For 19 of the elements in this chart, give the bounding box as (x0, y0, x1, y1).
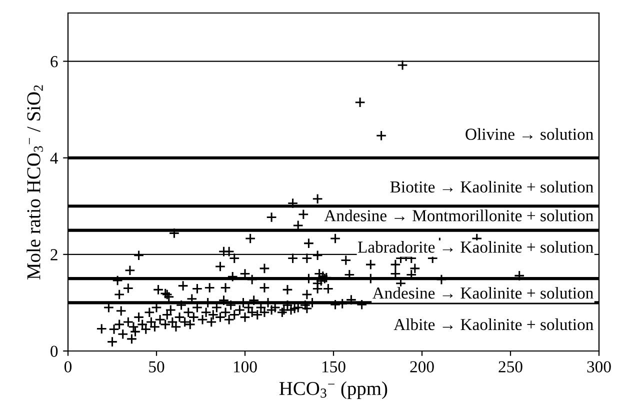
y-tick-label: 0 (50, 346, 58, 357)
annotation: Olivine → solution (466, 128, 594, 140)
annotation: Labradorite → Kaolinite + solution (358, 241, 594, 253)
x-tick-label: 100 (234, 361, 257, 372)
y-tick-label: 2 (50, 249, 58, 260)
x-tick-label: 200 (410, 361, 434, 372)
annotation: Biotite → Kaolinite + solution (390, 180, 594, 193)
x-tick-label: 50 (149, 361, 164, 372)
x-tick-label: 250 (498, 361, 522, 372)
x-tick-label: 150 (322, 361, 346, 372)
y-tick-label: 6 (50, 56, 58, 68)
annotation: Andesine → Kaolinite + solution (372, 286, 594, 299)
annotation: Andesine → Montmorillonite + solution (324, 210, 594, 222)
x-tick-label: 300 (587, 361, 611, 372)
x-axis-title: HCO$_{3}$$^{−}$ (ppm) (279, 381, 388, 400)
y-tick-label: 4 (50, 152, 58, 164)
annotation: Albite → Kaolinite + solution (394, 318, 594, 330)
y-axis-title: Mole ratio HCO$_{3}$$^{−}$ / SiO$_{2}$ (26, 85, 43, 280)
x-tick-label: 0 (64, 361, 72, 372)
